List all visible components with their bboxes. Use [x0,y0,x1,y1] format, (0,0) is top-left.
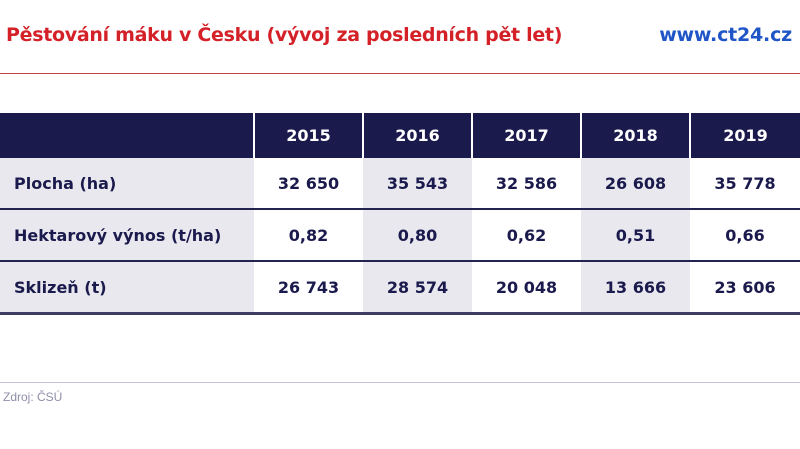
page-title: Pěstování máku v Česku (vývoj za posledn… [6,24,563,46]
table-row: Hektarový výnos (t/ha) 0,82 0,80 0,62 0,… [0,209,800,262]
row-label-hektarovy-vynos: Hektarový výnos (t/ha) [0,209,254,262]
column-header-2019: 2019 [689,113,800,158]
table-cell: 26 608 [581,158,690,210]
row-label-sklizen: Sklizeň (t) [0,261,254,315]
title-divider [0,73,800,74]
column-header-2018: 2018 [580,113,690,158]
table-cell: 0,80 [363,209,472,262]
table-cell: 0,62 [472,209,581,262]
table-cell: 23 606 [690,261,800,315]
data-table: 2015 2016 2017 2018 2019 Plocha (ha) 32 … [0,113,800,315]
column-header-2017: 2017 [471,113,581,158]
table-row: Sklizeň (t) 26 743 28 574 20 048 13 666 … [0,261,800,315]
table-cell: 32 586 [472,158,581,210]
table-header-row: 2015 2016 2017 2018 2019 [0,113,800,158]
row-label-plocha: Plocha (ha) [0,158,254,210]
table-cell: 28 574 [363,261,472,315]
table-cell: 13 666 [581,261,690,315]
source-note: Zdroj: ČSÚ [3,390,63,404]
table-cell: 35 543 [363,158,472,210]
column-header-label [0,113,254,158]
brand-link[interactable]: www.ct24.cz [659,24,792,46]
table-cell: 20 048 [472,261,581,315]
table-cell: 0,82 [254,209,363,262]
column-header-2016: 2016 [362,113,472,158]
table-cell: 0,66 [690,209,800,262]
column-header-2015: 2015 [253,113,363,158]
table-cell: 0,51 [581,209,690,262]
header: Pěstování máku v Česku (vývoj za posledn… [0,0,800,74]
table-cell: 35 778 [690,158,800,210]
table-cell: 32 650 [254,158,363,210]
table-row: Plocha (ha) 32 650 35 543 32 586 26 608 … [0,158,800,210]
table-cell: 26 743 [254,261,363,315]
footer-divider [0,382,800,383]
